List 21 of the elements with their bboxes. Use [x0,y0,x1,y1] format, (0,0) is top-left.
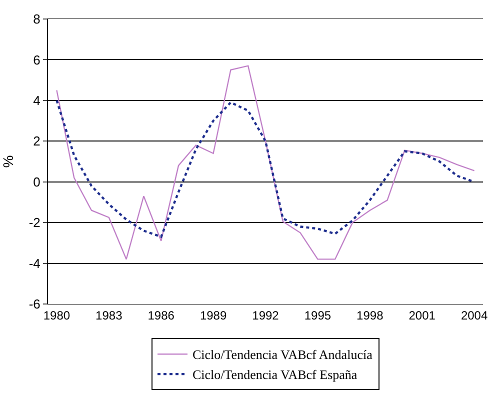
x-tick-label: 1980 [43,308,70,322]
x-tick-label: 1992 [252,308,280,322]
y-tick-label: 8 [33,12,40,27]
y-tick-label: -2 [28,215,40,230]
line-series [56,65,475,260]
x-tick-label: 1995 [304,308,332,322]
x-tick-label: 1989 [200,308,227,322]
y-tick-label: 0 [33,174,40,190]
x-tick-label: 2004 [460,308,488,322]
legend-label: Ciclo/Tendencia VABcf España [192,367,358,382]
y-tick-label: -4 [28,256,40,271]
y-tick-label: -6 [28,296,40,312]
legend-label: Ciclo/Tendencia VABcf Andalucía [192,347,373,362]
y-tick-label: 6 [33,52,40,68]
y-tick-label: 2 [33,134,40,149]
x-tick-label: 1998 [356,308,384,322]
y-tick-label: 4 [33,92,40,108]
x-tick-label: 1986 [148,308,175,322]
y-axis-title: % [0,155,16,168]
x-tick-label: 1983 [96,308,123,322]
x-tick-label: 2001 [408,308,436,322]
